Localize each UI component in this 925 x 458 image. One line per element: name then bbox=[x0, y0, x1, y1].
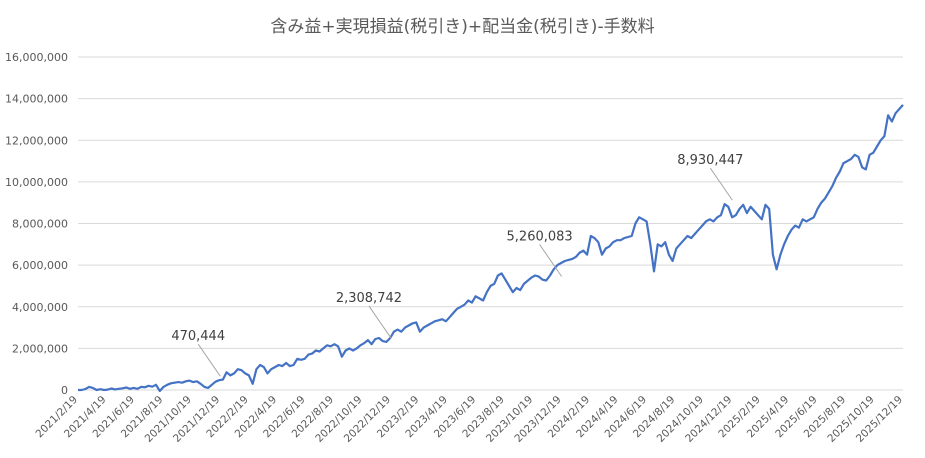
y-tick-label: 2,000,000 bbox=[12, 342, 68, 355]
data-label: 5,260,083 bbox=[507, 230, 573, 245]
y-tick-label: 6,000,000 bbox=[12, 259, 68, 272]
y-tick-label: 4,000,000 bbox=[12, 301, 68, 314]
annotation-leader bbox=[709, 167, 733, 201]
gridlines bbox=[78, 56, 903, 391]
y-tick-label: 12,000,000 bbox=[5, 134, 68, 147]
annotation-leader bbox=[368, 305, 392, 339]
annotation-leader bbox=[197, 343, 221, 377]
y-axis-ticks: 0 2,000,000 4,000,000 6,000,000 8,000,000 10,… bbox=[5, 51, 68, 397]
data-label: 2,308,742 bbox=[336, 291, 402, 306]
data-label: 8,930,447 bbox=[677, 153, 743, 168]
y-tick-label: 8,000,000 bbox=[12, 218, 68, 231]
y-tick-label: 10,000,000 bbox=[5, 176, 68, 189]
annotation-leader bbox=[539, 244, 563, 277]
chart-title: 含み益+実現損益(税引き)+配当金(税引き)-手数料 bbox=[270, 17, 655, 37]
series-layer bbox=[78, 104, 904, 393]
x-axis-ticks: 2021/2/192021/4/192021/6/192021/8/192021… bbox=[34, 394, 906, 445]
series-line bbox=[78, 104, 904, 393]
annotations: 470,444 2,308,742 5,260,083 8,930,447 bbox=[171, 153, 743, 377]
data-label: 470,444 bbox=[171, 329, 225, 344]
y-tick-label: 0 bbox=[61, 384, 68, 397]
y-tick-label: 14,000,000 bbox=[5, 93, 68, 106]
y-tick-label: 16,000,000 bbox=[5, 51, 68, 64]
